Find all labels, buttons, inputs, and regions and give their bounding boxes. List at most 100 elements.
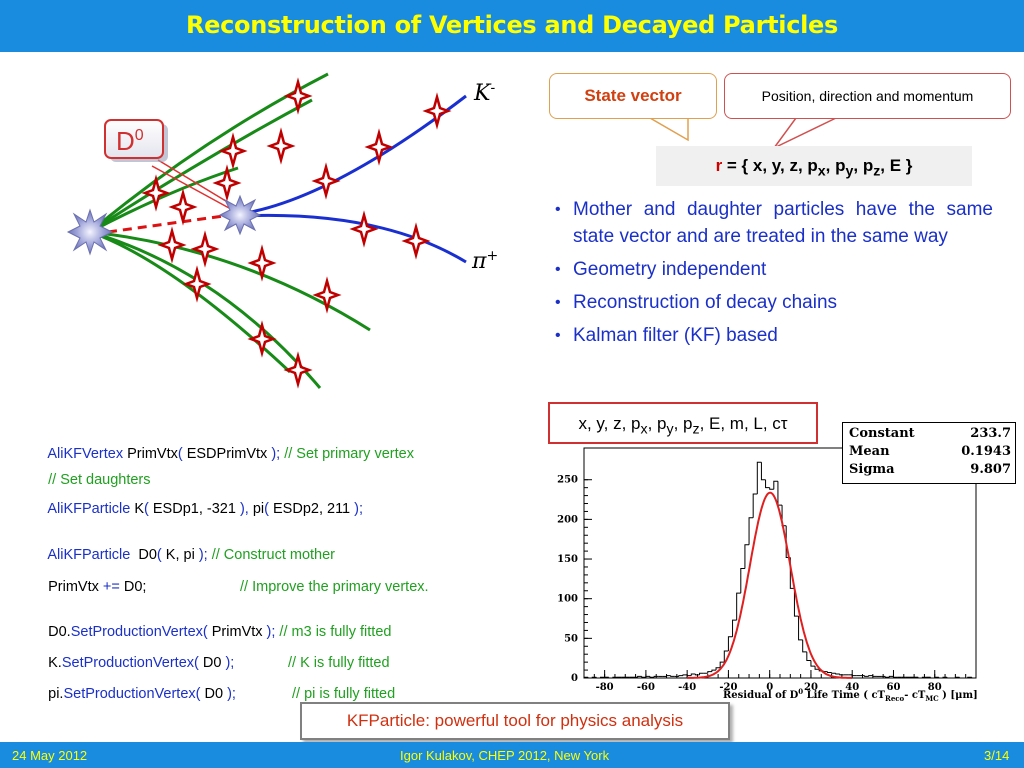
histogram-bin (760, 462, 766, 481)
d0-label: D0 (116, 126, 144, 156)
x-tick-label: 40 (845, 682, 859, 693)
bullet-item: Geometry independent (553, 256, 993, 283)
y-tick-label: 250 (557, 475, 578, 486)
x-tick-label: 80 (928, 682, 942, 693)
feature-bullets: Mother and daughter particles have the s… (553, 196, 993, 355)
histogram-bin (826, 671, 832, 673)
histogram-bin (686, 674, 692, 677)
histogram-bin (971, 677, 976, 679)
histogram-bin (892, 676, 898, 678)
decay-topology-diagram: D0 K- π+ (66, 72, 498, 389)
histogram-bin (715, 667, 721, 671)
histogram-bin (872, 675, 877, 677)
histogram-bin (917, 677, 923, 679)
histogram-bin (967, 676, 972, 678)
histogram-bin (748, 517, 754, 545)
histogram-bin (831, 672, 836, 674)
fit-statistics-box: Constant 233.7 Mean 0.1943 Sigma 9.807 (842, 422, 1016, 484)
title-bar: Reconstruction of Vertices and Decayed P… (0, 0, 1024, 52)
footer-bar: 24 May 2012 Igor Kulakov, CHEP 2012, New… (0, 742, 1024, 768)
histogram-bin (678, 675, 684, 677)
histogram-bin (637, 675, 642, 678)
footer-author: Igor Kulakov, CHEP 2012, New York (400, 748, 610, 763)
histogram-bin (682, 674, 688, 676)
histogram-bin (946, 677, 952, 679)
histogram-bin (587, 677, 593, 679)
histogram-bin (740, 568, 745, 594)
histogram-bin (723, 650, 729, 663)
footer-page: 3/14 (984, 748, 1010, 763)
secondary-vertex (218, 194, 262, 236)
histogram-bin (954, 676, 960, 678)
x-tick-label: -60 (637, 682, 655, 693)
histogram-bin (868, 675, 873, 677)
histogram-bin (942, 676, 948, 678)
histogram-bin (744, 544, 750, 569)
histogram-bin (810, 660, 816, 667)
x-axis-label: Residual of D0 Life Time ( cTReco- cTMC … (723, 687, 978, 703)
code-line: D0.SetProductionVertex( PrimVtx ); // m3… (48, 624, 392, 640)
histogram-bin (921, 676, 927, 678)
histogram-bin (694, 674, 700, 676)
d0-flight-line (107, 212, 239, 234)
histogram-bin (851, 674, 857, 677)
x-tick-label: 20 (804, 682, 818, 693)
histogram-bin (612, 676, 618, 678)
histogram-bin (769, 487, 774, 490)
histogram-bin (670, 675, 675, 677)
y-tick-label: 100 (557, 594, 578, 605)
y-tick-label: 200 (557, 514, 578, 525)
code-line: AliKFVertex PrimVtx( ESDPrimVtx ); // Se… (47, 446, 414, 462)
histogram-bin (591, 676, 597, 678)
bullet-item: Reconstruction of decay chains (553, 289, 993, 316)
histogram-bin (690, 673, 696, 676)
histogram-bin (958, 677, 964, 679)
life-time-residual-histogram: 0 50 100 150 200 250 -80 -60 -40 -20 0 20 40 60 80 Res… (557, 447, 978, 703)
slide-title: Reconstruction of Vertices and Decayed P… (185, 11, 839, 39)
histogram-bin (773, 480, 778, 490)
histogram-bin (888, 675, 894, 678)
histogram-bin (641, 676, 646, 678)
histogram-bin (707, 671, 712, 674)
histogram-bin (732, 619, 737, 637)
histogram-bin (806, 651, 811, 662)
plot-frame (583, 447, 977, 679)
primary-vertex (66, 208, 114, 256)
x-tick-label: -80 (596, 682, 614, 693)
footer-date: 24 May 2012 (12, 748, 88, 763)
histogram-bin (719, 661, 725, 668)
histogram-bin (793, 588, 799, 617)
code-line: K.SetProductionVertex( D0 );// K is full… (48, 655, 390, 671)
histogram-bin (752, 493, 758, 518)
y-tick-label: 0 (571, 673, 578, 684)
histogram-bin (814, 666, 820, 670)
histogram-bin (583, 676, 589, 678)
histogram-bin (711, 669, 717, 672)
histogram-bin (938, 677, 943, 679)
callout-tails (649, 117, 837, 149)
histogram-bin (595, 677, 601, 679)
histogram-bin (864, 675, 869, 677)
histogram-bin (645, 675, 651, 678)
histogram-bin (884, 676, 890, 678)
gaussian-fit-curve (687, 491, 853, 679)
bullet-item: Kalman filter (KF) based (553, 322, 993, 349)
x-tick-label: -40 (678, 682, 696, 693)
x-tick-label: 60 (887, 682, 901, 693)
kaon-label: K- (473, 80, 495, 106)
summary-box: KFParticle: powerful tool for physics an… (300, 702, 730, 740)
histogram-bin (765, 479, 770, 489)
parameters-box: x, y, z, px, py, pz, E, m, L, cτ (548, 402, 818, 444)
code-line: AliKFParticle K( ESDp1, -321 ), pi( ESDp… (47, 501, 364, 517)
histogram-bin (839, 674, 844, 676)
histogram-bin (802, 639, 807, 653)
y-tick-label: 50 (564, 633, 578, 644)
code-line: AliKFParticle D0( K, pi ); // Construct … (47, 547, 336, 563)
histogram-bin (653, 675, 659, 678)
histogram-bin (600, 676, 605, 678)
histogram-bin (798, 616, 803, 641)
histogram-bin (649, 676, 655, 678)
code-line: pi.SetProductionVertex( D0 );// pi is fu… (48, 686, 396, 702)
histogram-bin (934, 676, 939, 678)
x-tick-label: 0 (766, 682, 773, 693)
